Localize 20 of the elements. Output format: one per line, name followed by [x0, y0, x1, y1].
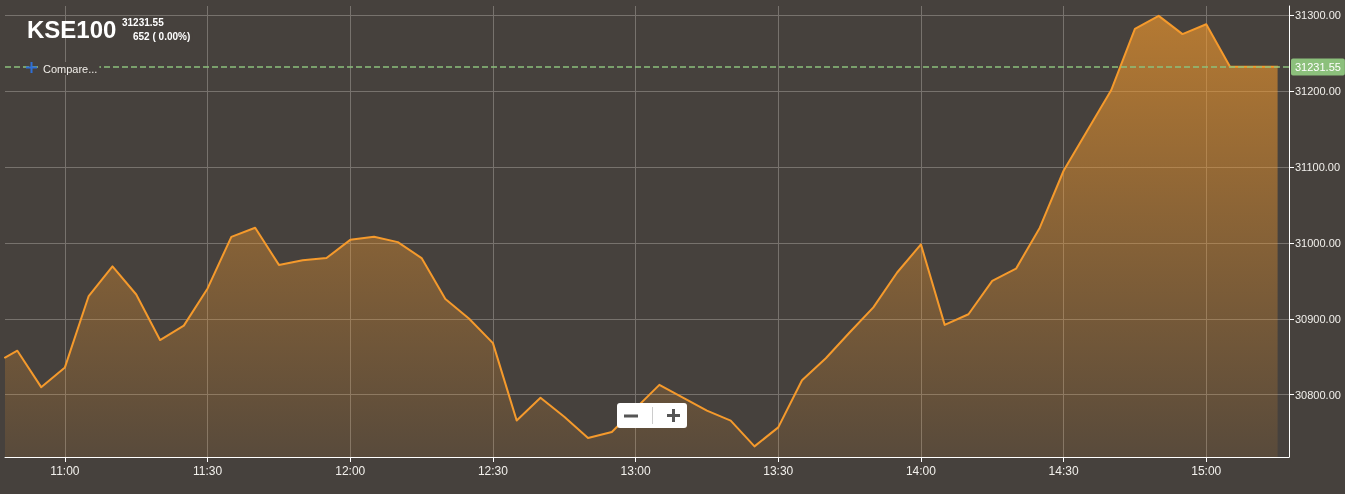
x-tick-label: 14:30 [1048, 464, 1079, 478]
annotation: Compare... [43, 62, 98, 75]
annotation: 31231.55 [122, 16, 165, 28]
x-tick-label: 12:30 [477, 464, 509, 478]
ref-line-label: 31231.55 [1295, 61, 1341, 74]
y-tick-label: 31300.00 [1295, 9, 1341, 22]
x-tick-label: 13:30 [763, 464, 794, 478]
y-tick-label: 31200.00 [1295, 85, 1341, 98]
chart-title: KSE100 [27, 15, 117, 43]
annotation: 652 ( 0.00%) [133, 30, 191, 42]
x-tick-label: 11:00 [50, 464, 80, 478]
y-tick-label: 31000.00 [1295, 236, 1341, 249]
x-tick-label: 14:00 [905, 464, 937, 478]
x-tick-label: 11:30 [193, 464, 223, 478]
y-tick-label: 31100.00 [1295, 160, 1341, 173]
y-tick-label: 30900.00 [1295, 312, 1341, 325]
x-tick-label: 12:00 [335, 464, 366, 478]
x-tick-label: 15:00 [1191, 464, 1222, 478]
x-tick-label: 13:00 [620, 464, 651, 478]
y-tick-label: 30800.00 [1295, 388, 1341, 401]
